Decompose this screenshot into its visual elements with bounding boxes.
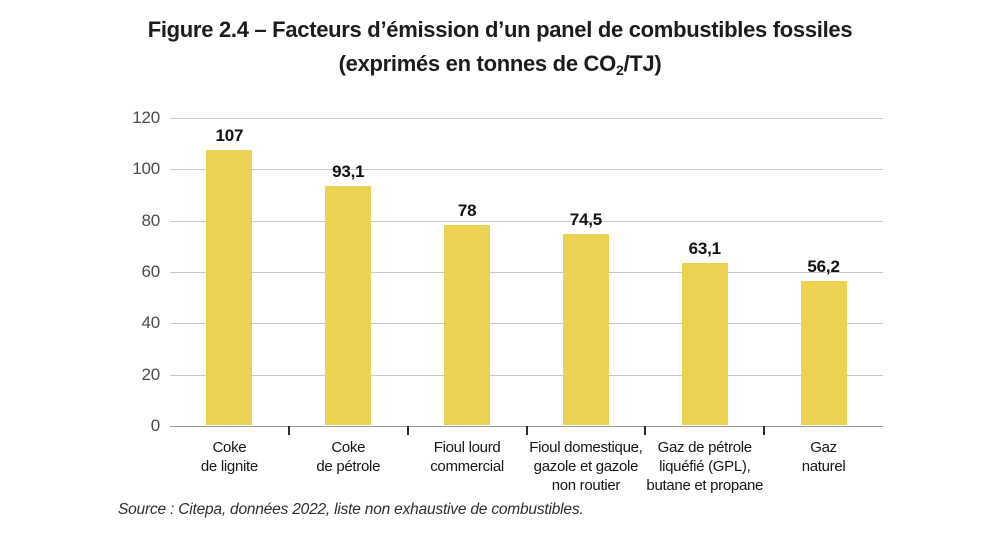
x-axis-tick-mark	[287, 426, 290, 435]
figure-title-line2: (exprimés en tonnes de CO2/TJ)	[0, 47, 1000, 83]
bar	[325, 186, 372, 425]
x-axis-category-label-line: non routier	[551, 477, 621, 494]
bar-chart: 0 20 40 60 80 100 120 107 Coke de lignite 93,1 Coke…	[132, 109, 883, 494]
bar-value-label: 78	[457, 200, 477, 220]
gridline	[170, 374, 883, 376]
x-axis-tick-mark	[406, 426, 409, 435]
x-axis-tick-mark	[763, 426, 766, 435]
x-axis-category-label-line: Gaz de pétrole	[657, 439, 753, 456]
x-axis-category-label-line: de lignite	[200, 458, 258, 475]
co2-subscript: 2	[615, 62, 624, 78]
figure-title-line1: Figure 2.4 – Facteurs d’émission d’un pa…	[147, 17, 853, 42]
x-axis-category-label-line: Fioul domestique,	[529, 439, 643, 456]
figure-title-line2-pre: (exprimés en tonnes de CO	[338, 51, 617, 76]
x-axis-category-label-line: naturel	[801, 458, 846, 475]
x-axis-tick-mark	[644, 426, 647, 435]
gridline	[170, 323, 883, 325]
gridline	[170, 118, 883, 119]
bar-value-label: 63,1	[688, 239, 721, 259]
y-axis-tick-label: 20	[141, 364, 160, 384]
x-axis-category-label: Fioul domestique, gazole et gazole non rou…	[518, 438, 654, 495]
x-axis-category-label-line: commercial	[430, 458, 504, 475]
bar	[206, 150, 253, 425]
x-axis-tick-mark	[525, 426, 528, 435]
gridline	[170, 169, 883, 171]
x-axis-category-label: Coke de lignite	[161, 438, 297, 476]
bar-value-label: 107	[215, 126, 244, 146]
y-axis-tick-label: 60	[141, 262, 160, 281]
x-axis-category-label-line: gazole et gazole	[533, 458, 639, 475]
source-note: Source : Citepa, données 2022, liste non…	[118, 501, 584, 518]
x-axis-category-label-line: Coke	[212, 439, 247, 456]
bar	[681, 263, 728, 425]
x-axis-category-label: Coke de pétrole	[280, 438, 416, 476]
bar	[562, 233, 609, 425]
x-axis-category-label: Gaz de pétrole liquéfié (GPL), butane et p…	[637, 438, 773, 495]
x-axis-category-label: Fioul lourd commercial	[399, 438, 535, 476]
bar	[444, 224, 491, 425]
y-axis-tick-label: 120	[132, 108, 160, 127]
x-axis-category-label-line: Fioul lourd	[433, 439, 501, 456]
gridline	[170, 272, 883, 273]
bar-value-label: 93,1	[332, 162, 365, 182]
y-axis-tick-label: 100	[132, 159, 160, 179]
bar-value-label: 56,2	[807, 256, 840, 276]
figure-title-line2-post: /TJ)	[623, 51, 662, 76]
x-axis-category-label-line: butane et propane	[646, 477, 764, 494]
bar-value-label: 74,5	[569, 209, 603, 229]
x-axis-category-label: Gaz naturel	[756, 438, 892, 476]
gridline	[170, 220, 883, 222]
y-axis-tick-label: 0	[150, 416, 160, 435]
x-axis-category-label-line: de pétrole	[316, 458, 381, 475]
y-axis-tick-label: 40	[141, 313, 160, 333]
y-axis-tick-label: 80	[141, 210, 160, 230]
x-axis-category-label-line: Coke	[331, 439, 366, 456]
x-axis-category-label-line: Gaz	[810, 439, 837, 456]
x-axis-category-label-line: liquéfié (GPL),	[659, 458, 751, 475]
figure-title: Figure 2.4 – Facteurs d’émission d’un pa…	[0, 13, 1000, 83]
bar	[800, 280, 847, 425]
plot-area: 0 20 40 60 80 100 120 107 Coke de lignite 93,1 Coke…	[132, 109, 883, 494]
